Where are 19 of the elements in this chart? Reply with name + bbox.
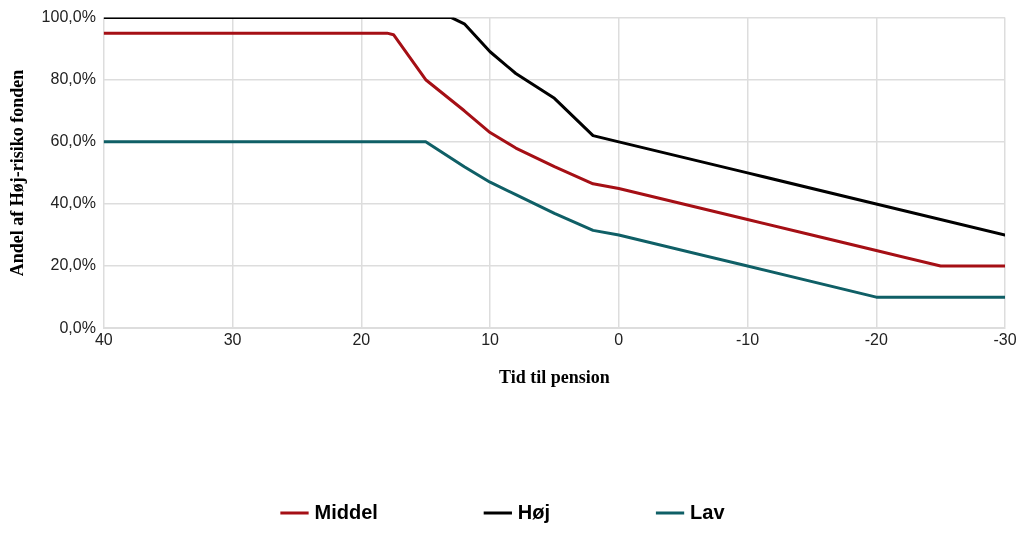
y-tick-label: 40,0% [50, 194, 96, 212]
x-tick-label: 10 [481, 331, 500, 349]
y-tick-label: 20,0% [50, 256, 96, 274]
legend-label: Høj [517, 500, 551, 523]
y-tick-label: 100,0% [41, 8, 96, 26]
legend-label: Middel [314, 500, 378, 523]
x-tick-label: 0 [614, 331, 624, 349]
y-tick-label: 0,0% [59, 318, 96, 336]
y-axis-title: Andel af Høj-risiko fonden [7, 69, 28, 277]
x-tick-label: -30 [993, 331, 1017, 349]
x-tick-label: 30 [223, 331, 242, 349]
x-tick-label: 20 [352, 331, 371, 349]
x-axis-title: Tid til pension [499, 366, 610, 387]
x-tick-label: -10 [735, 331, 760, 349]
y-tick-label: 60,0% [50, 132, 96, 150]
x-tick-label: -20 [864, 331, 888, 349]
x-tick-label: 40 [94, 331, 113, 349]
y-tick-label: 80,0% [50, 70, 96, 88]
legend-label: Lav [690, 500, 726, 523]
